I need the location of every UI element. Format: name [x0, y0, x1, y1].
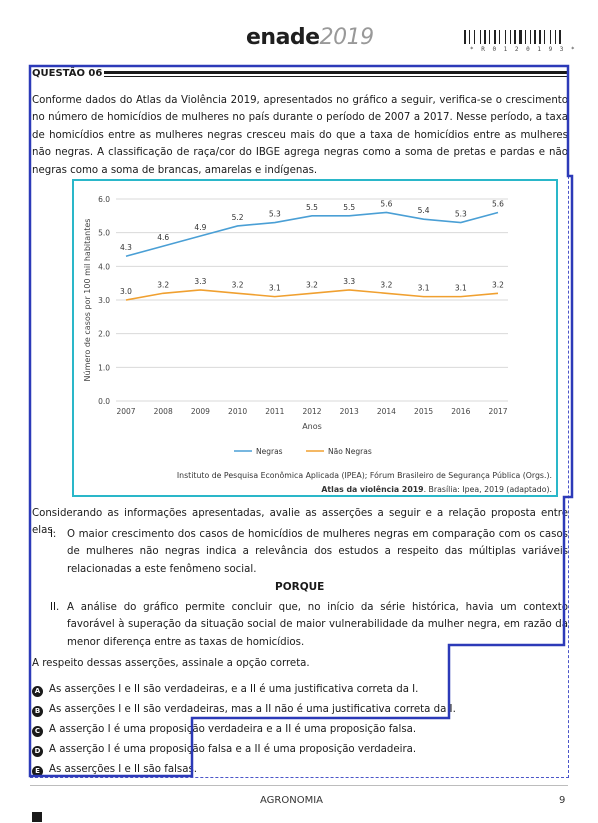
page-number: 9: [559, 795, 566, 806]
x-tick-label: 2015: [414, 407, 433, 416]
data-label: 5.3: [269, 210, 281, 219]
title-rule-thin: [104, 76, 568, 77]
data-label: 5.4: [418, 206, 430, 215]
assertion-2: II. A análise do gráfico permite conclui…: [50, 599, 568, 651]
y-tick-label: 0.0: [98, 397, 110, 406]
option-b[interactable]: B As asserções I e II são verdadeiras, ma…: [32, 703, 456, 717]
y-tick-label: 1.0: [98, 363, 110, 372]
data-label: 3.2: [232, 280, 244, 289]
option-d-text: A asserção I é uma proposição falsa e a …: [49, 744, 417, 755]
data-label: 3.0: [120, 287, 132, 296]
chart-frame: 0.0 1.0 2.0 3.0 4.0 5.0 6.0 2007 2008 2009 2010 201…: [72, 179, 558, 497]
x-tick-label: 2016: [451, 407, 470, 416]
y-tick-label: 5.0: [98, 229, 110, 238]
x-tick-label: 2009: [191, 407, 210, 416]
option-b-badge: B: [32, 706, 43, 717]
question-title: QUESTÃO 06: [32, 68, 103, 79]
title-rule: [104, 71, 568, 74]
data-label: 3.1: [455, 284, 467, 293]
porque-label: PORQUE: [275, 581, 325, 593]
legend-label: Negras: [256, 447, 283, 456]
x-tick-label: 2011: [265, 407, 284, 416]
x-tick-label: 2017: [488, 407, 507, 416]
x-tick-label: 2012: [302, 407, 321, 416]
x-axis-label: Anos: [302, 422, 322, 431]
option-a-badge: A: [32, 686, 43, 697]
series-line-negras: [125, 211, 499, 258]
data-label: 3.2: [492, 280, 504, 289]
x-tick-label: 2010: [228, 407, 247, 416]
question-instruction: A respeito dessas asserções, assinale a …: [32, 658, 310, 669]
y-tick-label: 4.0: [98, 262, 110, 271]
option-c[interactable]: C A asserção I é uma proposição verdadeir…: [32, 723, 416, 737]
option-a[interactable]: A As asserções I e II são verdadeiras, e …: [32, 683, 418, 697]
option-e-text: As asserções I e II são falsas.: [49, 764, 198, 775]
barcode: [464, 30, 570, 44]
x-tick-label: 2007: [116, 407, 135, 416]
option-d-badge: D: [32, 746, 43, 757]
chart-source-ref: Atlas da violência 2019. Brasília: Ipea,…: [321, 485, 552, 494]
option-b-text: As asserções I e II são verdadeiras, mas…: [49, 704, 456, 715]
source-title: Atlas da violência 2019: [321, 485, 424, 494]
assertion-2-text: A análise do gráfico permite concluir qu…: [67, 602, 568, 648]
x-tick-label: 2014: [377, 407, 396, 416]
line-chart: 0.0 1.0 2.0 3.0 4.0 5.0 6.0 2007 2008 2009 2010 201…: [83, 195, 508, 456]
barcode-number: * R 0 1 2 0 1 9 3 *: [470, 46, 577, 53]
option-e[interactable]: E As asserções I e II são falsas.: [32, 763, 197, 777]
footer-subject: AGRONOMIA: [260, 795, 324, 806]
data-label: 5.5: [306, 203, 318, 212]
option-d[interactable]: D A asserção I é uma proposição falsa e a…: [32, 743, 416, 757]
chart-source: Instituto de Pesquisa Econômica Aplicada…: [176, 471, 552, 480]
footer-rule: [30, 785, 568, 786]
data-label: 3.2: [157, 280, 169, 289]
enade-logo: enade2019: [246, 25, 374, 50]
option-c-text: A asserção I é uma proposição verdadeira…: [49, 724, 417, 735]
x-tick-label: 2008: [154, 407, 173, 416]
data-label: 4.6: [157, 233, 169, 242]
data-label: 5.5: [343, 203, 355, 212]
question-intro: Conforme dados do Atlas da Violência 201…: [32, 95, 568, 176]
source-rest: . Brasília: Ipea, 2019 (adaptado).: [423, 485, 552, 494]
data-label: 4.9: [194, 223, 206, 232]
y-tick-label: 2.0: [98, 330, 110, 339]
registration-mark: [32, 812, 42, 822]
x-tick-label: 2013: [340, 407, 359, 416]
data-label: 5.6: [380, 199, 392, 208]
y-tick-label: 6.0: [98, 195, 110, 204]
data-label: 5.3: [455, 210, 467, 219]
assertion-2-number: II.: [50, 602, 60, 613]
logo-brand: enade: [246, 25, 320, 50]
data-label: 3.2: [306, 280, 318, 289]
assertion-1: I. O maior crescimento dos casos de homi…: [50, 526, 568, 578]
data-label: 3.3: [343, 277, 355, 286]
data-label: 3.1: [269, 284, 281, 293]
y-axis-label: Número de casos por 100 mil habitantes: [83, 219, 92, 382]
data-label: 3.2: [380, 280, 392, 289]
option-e-badge: E: [32, 766, 43, 777]
assertion-1-number: I.: [50, 529, 57, 540]
series-line-nao-negras: [125, 289, 499, 301]
data-label: 5.6: [492, 199, 504, 208]
data-label: 4.3: [120, 243, 132, 252]
data-label: 3.1: [418, 284, 430, 293]
y-tick-label: 3.0: [98, 296, 110, 305]
data-label: 5.2: [232, 213, 244, 222]
assertion-1-text: O maior crescimento dos casos de homicíd…: [67, 529, 568, 575]
option-a-text: As asserções I e II são verdadeiras, e a…: [49, 684, 419, 695]
logo-year: 2019: [319, 25, 375, 50]
data-label: 3.3: [194, 277, 206, 286]
legend-label: Não Negras: [328, 447, 372, 456]
option-c-badge: C: [32, 726, 43, 737]
